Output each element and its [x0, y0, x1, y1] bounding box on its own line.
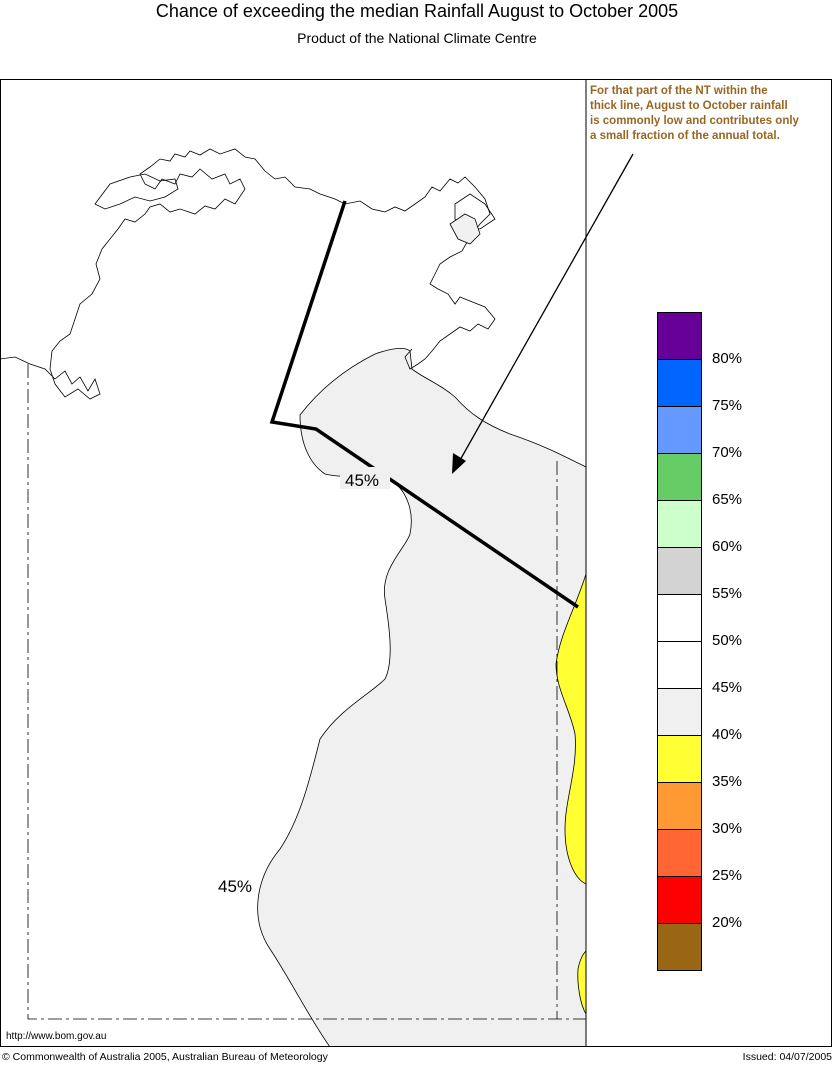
contour-label-45-lower: 45%	[218, 877, 252, 896]
map-subtitle: Product of the National Climate Centre	[297, 30, 537, 46]
legend-label: 35%	[712, 773, 743, 790]
legend-swatch	[657, 924, 702, 971]
contour-label-45-upper: 45%	[345, 471, 379, 490]
annotation-arrow	[454, 153, 634, 470]
state-border-west	[27, 364, 586, 1020]
legend-swatch	[657, 595, 702, 642]
legend-label: 65%	[712, 491, 743, 508]
probability-legend	[657, 312, 702, 971]
legend-label: 45%	[712, 679, 743, 696]
legend-label: 80%	[712, 350, 743, 367]
legend-label: 55%	[712, 585, 743, 602]
legend-swatch	[657, 454, 702, 501]
contour-label-bg-1	[340, 467, 390, 489]
rainfall-map: 45% 45%	[0, 79, 634, 1047]
region-35-40-lower	[577, 950, 587, 1016]
legend-label: 25%	[712, 867, 743, 884]
region-40-45	[257, 347, 587, 1047]
map-title: Chance of exceeding the median Rainfall …	[155, 1, 679, 21]
legend-swatch	[657, 689, 702, 736]
region-35-40-upper	[555, 573, 587, 885]
legend-swatch	[657, 783, 702, 830]
legend-label: 70%	[712, 444, 743, 461]
note-line: thick line, August to October rainfall	[590, 100, 788, 112]
legend-swatch	[657, 360, 702, 407]
legend-label: 30%	[712, 820, 743, 837]
thick-line-note: For that part of the NT within the thick…	[590, 84, 830, 144]
note-line: is commonly low and contributes only	[590, 115, 799, 127]
legend-swatch	[657, 877, 702, 924]
note-line: For that part of the NT within the	[590, 85, 768, 97]
legend-label: 75%	[712, 397, 743, 414]
legend-label: 50%	[712, 632, 743, 649]
thick-line-boundary	[269, 200, 579, 609]
copyright-text: © Commonwealth of Australia 2005, Austra…	[2, 1051, 328, 1063]
coastline	[0, 148, 496, 400]
legend-swatch	[657, 736, 702, 783]
legend-swatch	[657, 407, 702, 454]
legend-label: 20%	[712, 914, 743, 931]
annotation-arrowhead	[452, 453, 466, 474]
legend-swatch	[657, 501, 702, 548]
legend-label: 60%	[712, 538, 743, 555]
legend-swatch	[657, 548, 702, 595]
legend-swatch	[657, 312, 702, 360]
website-url[interactable]: http://www.bom.gov.au	[6, 1031, 107, 1042]
map-frame	[0, 79, 832, 1047]
note-line: a small fraction of the annual total.	[590, 130, 780, 142]
issued-date: Issued: 04/07/2005	[742, 1051, 832, 1063]
island-tiwi	[94, 173, 179, 210]
legend-label: 40%	[712, 726, 743, 743]
island-east	[449, 213, 481, 245]
legend-swatch	[657, 642, 702, 689]
legend-swatch	[657, 830, 702, 877]
